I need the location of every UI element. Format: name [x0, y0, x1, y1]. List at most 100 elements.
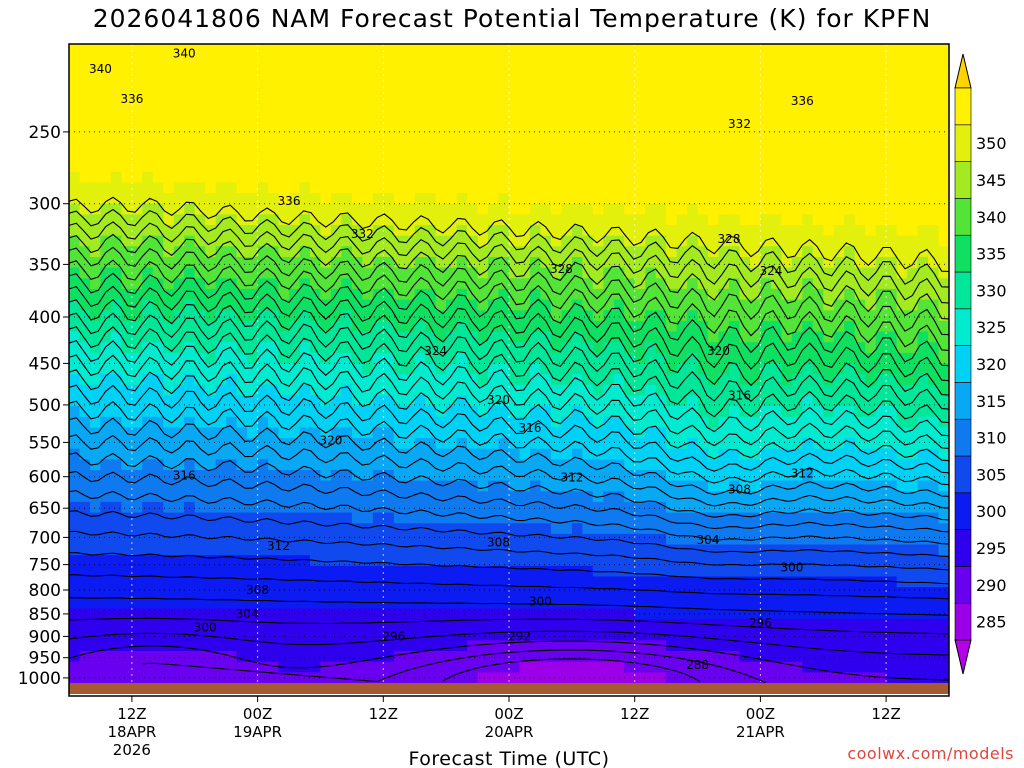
field-cell: [907, 448, 919, 460]
field-cell: [823, 352, 835, 365]
field-cell: [299, 267, 311, 279]
field-cell: [655, 278, 667, 290]
field-cell: [362, 235, 374, 247]
field-cell: [666, 193, 678, 205]
field-cell: [540, 416, 552, 428]
field-cell: [79, 310, 91, 322]
field-cell: [865, 225, 877, 237]
field-cell: [100, 65, 112, 77]
field-cell: [645, 214, 657, 226]
field-cell: [833, 76, 845, 88]
field-cell: [289, 384, 301, 396]
field-cell: [729, 384, 741, 396]
field-cell: [530, 299, 542, 311]
field-cell: [435, 299, 447, 311]
field-cell: [372, 76, 384, 88]
field-cell: [666, 661, 678, 673]
field-cell: [236, 129, 248, 141]
field-cell: [247, 619, 259, 631]
field-cell: [477, 523, 489, 535]
field-cell: [435, 171, 447, 183]
field-cell: [645, 320, 657, 333]
field-cell: [268, 384, 280, 396]
field-cell: [750, 587, 762, 599]
field-cell: [833, 352, 845, 365]
field-cell: [928, 150, 940, 162]
field-cell: [142, 246, 154, 258]
field-cell: [875, 76, 887, 88]
field-cell: [278, 76, 290, 88]
field-cell: [435, 395, 447, 407]
field-cell: [844, 118, 856, 130]
field-cell: [435, 44, 447, 56]
field-cell: [425, 193, 437, 205]
field-cell: [613, 619, 625, 631]
field-cell: [812, 118, 824, 130]
field-cell: [205, 129, 217, 141]
field-cell: [781, 182, 793, 194]
field-cell: [404, 651, 416, 663]
field-cell: [865, 374, 877, 386]
field-cell: [917, 597, 929, 610]
field-cell: [268, 278, 280, 290]
field-cell: [299, 171, 311, 183]
field-cell: [561, 629, 573, 641]
field-cell: [289, 257, 301, 269]
field-cell: [802, 65, 814, 77]
field-cell: [875, 406, 887, 418]
field-cell: [666, 416, 678, 428]
field-cell: [938, 44, 949, 56]
field-cell: [676, 118, 688, 130]
field-cell: [79, 587, 91, 599]
field-cell: [896, 288, 908, 301]
field-cell: [571, 438, 583, 450]
field-cell: [425, 150, 437, 162]
field-cell: [205, 597, 217, 610]
field-cell: [194, 182, 206, 194]
field-cell: [896, 374, 908, 386]
field-cell: [865, 214, 877, 226]
field-cell: [278, 640, 290, 652]
field-cell: [886, 395, 898, 407]
field-cell: [687, 565, 699, 578]
field-cell: [550, 107, 562, 120]
field-cell: [456, 182, 468, 194]
field-cell: [69, 501, 81, 514]
field-cell: [907, 640, 919, 652]
field-cell: [247, 438, 259, 450]
field-cell: [320, 288, 332, 301]
field-cell: [131, 597, 143, 610]
field-cell: [844, 395, 856, 407]
field-cell: [299, 470, 311, 482]
field-cell: [121, 182, 133, 194]
field-cell: [781, 619, 793, 631]
field-cell: [907, 427, 919, 439]
field-cell: [592, 597, 604, 610]
field-cell: [341, 501, 353, 514]
field-cell: [770, 246, 782, 258]
field-cell: [603, 107, 615, 120]
field-cell: [477, 501, 489, 514]
field-cell: [142, 278, 154, 290]
field-cell: [907, 182, 919, 194]
field-cell: [236, 246, 248, 258]
field-cell: [372, 118, 384, 130]
field-cell: [383, 171, 395, 183]
field-cell: [739, 608, 751, 620]
field-cell: [687, 416, 699, 428]
field-cell: [718, 438, 730, 450]
field-cell: [90, 352, 102, 365]
field-cell: [666, 597, 678, 610]
field-cell: [928, 533, 940, 546]
field-cell: [362, 565, 374, 578]
field-cell: [896, 384, 908, 396]
field-cell: [750, 235, 762, 247]
field-cell: [645, 470, 657, 482]
field-cell: [205, 533, 217, 546]
field-cell: [613, 257, 625, 269]
field-cell: [571, 150, 583, 162]
field-cell: [467, 533, 479, 546]
field-cell: [592, 619, 604, 631]
field-cell: [655, 246, 667, 258]
field-cell: [770, 619, 782, 631]
